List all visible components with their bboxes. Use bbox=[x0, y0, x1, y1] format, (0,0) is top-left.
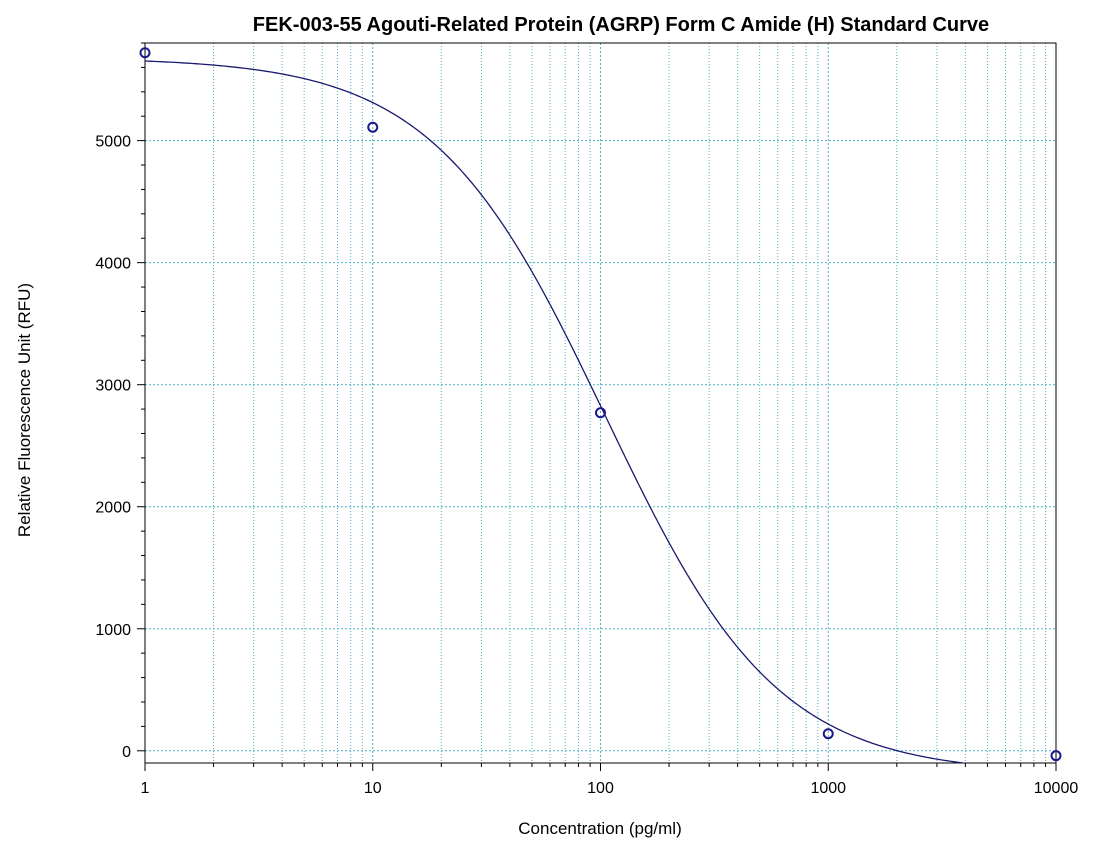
x-axis-label: Concentration (pg/ml) bbox=[518, 819, 681, 838]
grid bbox=[144, 43, 1056, 763]
y-tick-label: 1000 bbox=[95, 622, 131, 639]
data-point bbox=[595, 407, 606, 419]
x-tick-label: 1 bbox=[141, 780, 150, 797]
y-tick-label: 0 bbox=[122, 744, 131, 761]
x-tick-label: 1000 bbox=[810, 780, 846, 797]
y-tick-label: 3000 bbox=[95, 378, 131, 395]
data-point bbox=[139, 47, 151, 59]
data-points-layer bbox=[139, 47, 1062, 762]
fit-curve bbox=[144, 60, 963, 764]
chart-title: FEK-003-55 Agouti-Related Protein (AGRP)… bbox=[253, 14, 989, 36]
x-tick-label: 10000 bbox=[1034, 780, 1079, 797]
data-point bbox=[367, 121, 379, 133]
y-axis-label: Relative Fluorescence Unit (RFU) bbox=[15, 283, 34, 537]
fit-curve-layer bbox=[144, 60, 963, 764]
y-tick-label: 5000 bbox=[95, 134, 131, 151]
data-point bbox=[1050, 750, 1062, 762]
data-point bbox=[822, 728, 834, 740]
y-tick-label: 2000 bbox=[95, 500, 131, 517]
x-tick-label: 100 bbox=[587, 780, 614, 797]
x-tick-label: 10 bbox=[364, 780, 382, 797]
ticks: 1 10 100 1000 10000 0 1000 2000 3000 4000 5000 bbox=[95, 42, 1079, 797]
y-tick-label: 4000 bbox=[95, 256, 131, 273]
